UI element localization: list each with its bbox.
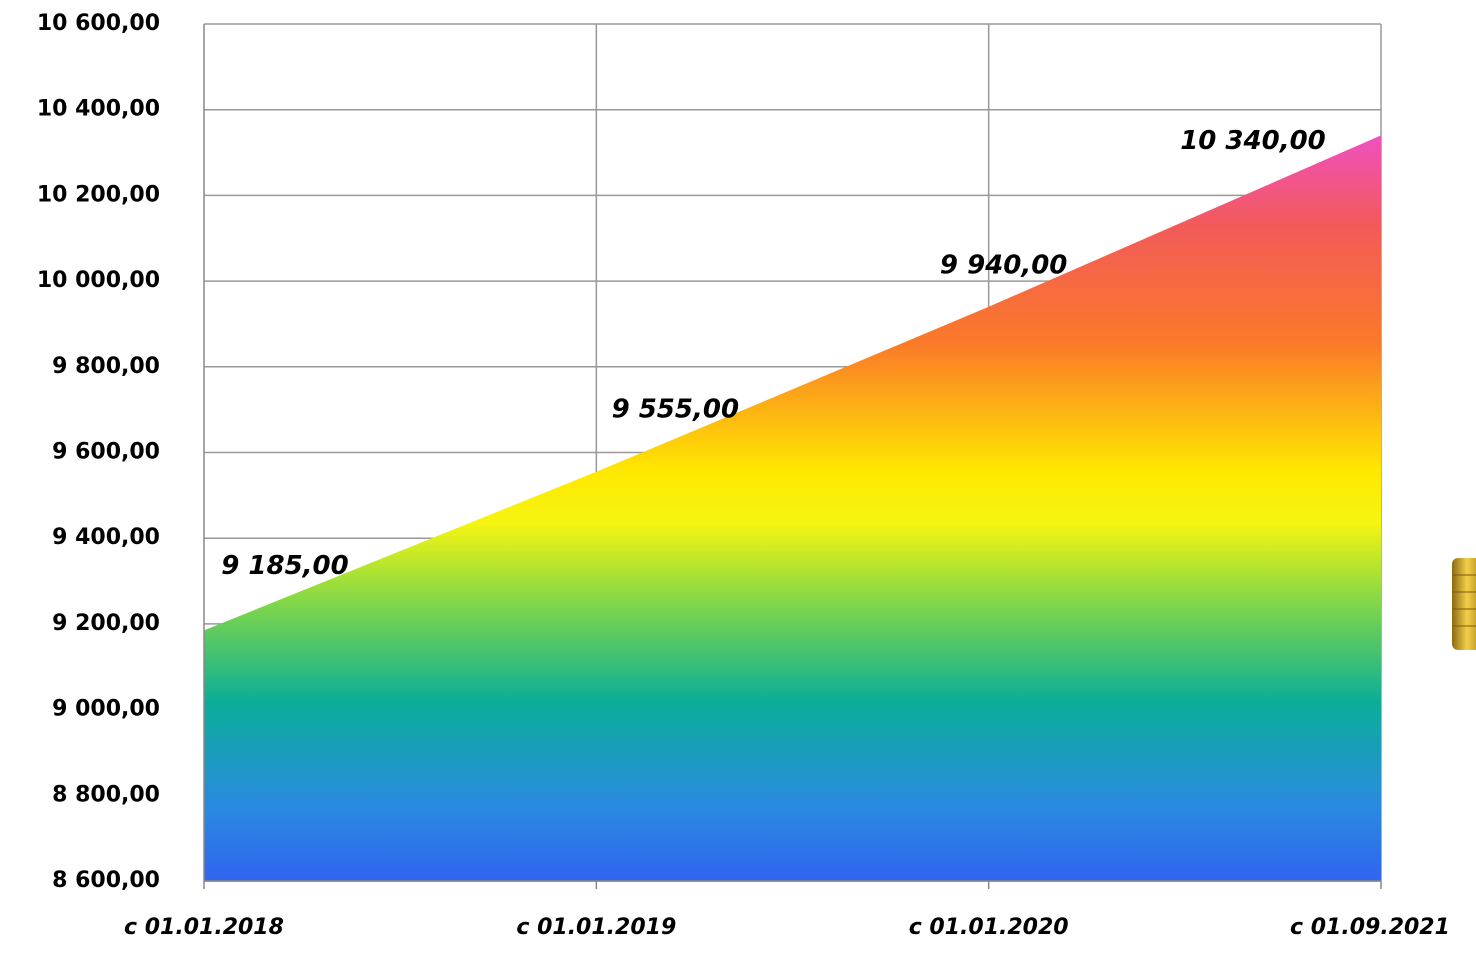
y-tick-label: 10 200,00 (37, 182, 160, 207)
y-tick-label: 9 200,00 (52, 611, 160, 636)
area (204, 135, 1381, 881)
y-tick-label: 9 800,00 (52, 354, 160, 379)
data-label: 9 555,00 (612, 394, 739, 424)
data-label: 9 940,00 (940, 250, 1067, 280)
y-tick-label: 8 800,00 (52, 782, 160, 807)
y-tick-label: 10 000,00 (37, 268, 160, 293)
x-tick-label: с 01.01.2020 (909, 915, 1069, 940)
y-tick-label: 10 400,00 (37, 97, 160, 122)
page: {"chart_data": {"type": "area", "categor… (0, 0, 1476, 949)
chart: 8 600,00 8 800,00 9 000,00 9 200,00 9 400,00… (0, 0, 1476, 949)
x-tick-label: с 01.09.2021 (1290, 915, 1450, 940)
x-tick-label: с 01.01.2019 (516, 915, 676, 940)
y-tick-label: 9 600,00 (52, 440, 160, 465)
data-label: 10 340,00 (1180, 126, 1326, 156)
y-tick-label: 9 000,00 (52, 697, 160, 722)
y-tick-label: 10 600,00 (37, 11, 160, 36)
x-tick-label: с 01.01.2018 (124, 915, 284, 940)
y-tick-label: 9 400,00 (52, 525, 160, 550)
y-tick-label: 8 600,00 (52, 868, 160, 893)
data-label: 9 185,00 (221, 551, 348, 581)
coin-stack (1452, 558, 1476, 650)
